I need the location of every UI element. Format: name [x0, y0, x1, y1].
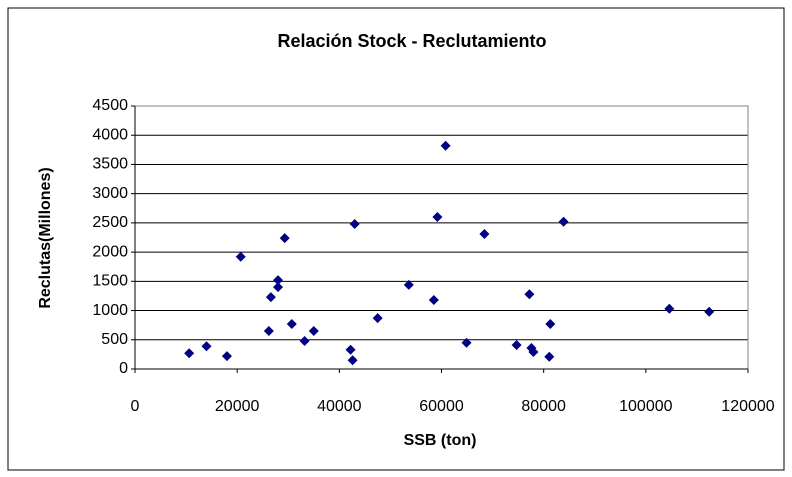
point: [201, 341, 212, 352]
point: [545, 318, 556, 329]
x-tick-label: 60000: [419, 398, 464, 415]
y-axis-label: Reclutas(Millones): [37, 167, 54, 308]
x-axis-label: SSB (ton): [404, 432, 477, 449]
point: [440, 140, 451, 151]
x-tick-label: 80000: [521, 398, 566, 415]
y-tick-label: 4500: [92, 97, 128, 114]
x-tick-label: 0: [131, 398, 140, 415]
point: [461, 337, 472, 348]
y-tick-label: 3000: [92, 185, 128, 202]
point: [558, 216, 569, 227]
point: [432, 212, 443, 223]
y-tick-label: 2500: [92, 214, 128, 231]
point: [265, 292, 276, 303]
x-tick-label: 20000: [215, 398, 260, 415]
y-tick-label: 500: [101, 331, 128, 348]
y-tick-label: 0: [119, 360, 128, 377]
y-tick-label: 1000: [92, 302, 128, 319]
point: [279, 233, 290, 244]
x-tick-label: 120000: [721, 398, 774, 415]
chart-frame: [7, 7, 785, 471]
point: [273, 275, 284, 286]
y-tick-label: 1500: [92, 273, 128, 290]
y-tick-label: 2000: [92, 243, 128, 260]
y-tick-label: 3500: [92, 156, 128, 173]
point: [308, 326, 319, 337]
point: [286, 318, 297, 329]
point: [349, 219, 360, 230]
point: [511, 340, 522, 351]
point: [372, 313, 383, 324]
point: [347, 355, 358, 366]
point: [235, 251, 246, 262]
point: [479, 228, 490, 239]
point: [273, 282, 284, 293]
point: [299, 335, 310, 346]
point: [221, 351, 232, 362]
point: [403, 279, 414, 290]
point: [184, 348, 195, 359]
point: [524, 289, 535, 300]
point: [704, 306, 715, 317]
point: [528, 347, 539, 358]
x-tick-label: 40000: [317, 398, 362, 415]
chart-title: Relación Stock - Reclutamiento: [277, 31, 546, 51]
x-tick-label: 100000: [619, 398, 672, 415]
y-tick-label: 4000: [92, 126, 128, 143]
point: [664, 303, 675, 314]
point: [428, 295, 439, 306]
point: [544, 351, 555, 362]
point: [263, 326, 274, 337]
point: [345, 344, 356, 355]
